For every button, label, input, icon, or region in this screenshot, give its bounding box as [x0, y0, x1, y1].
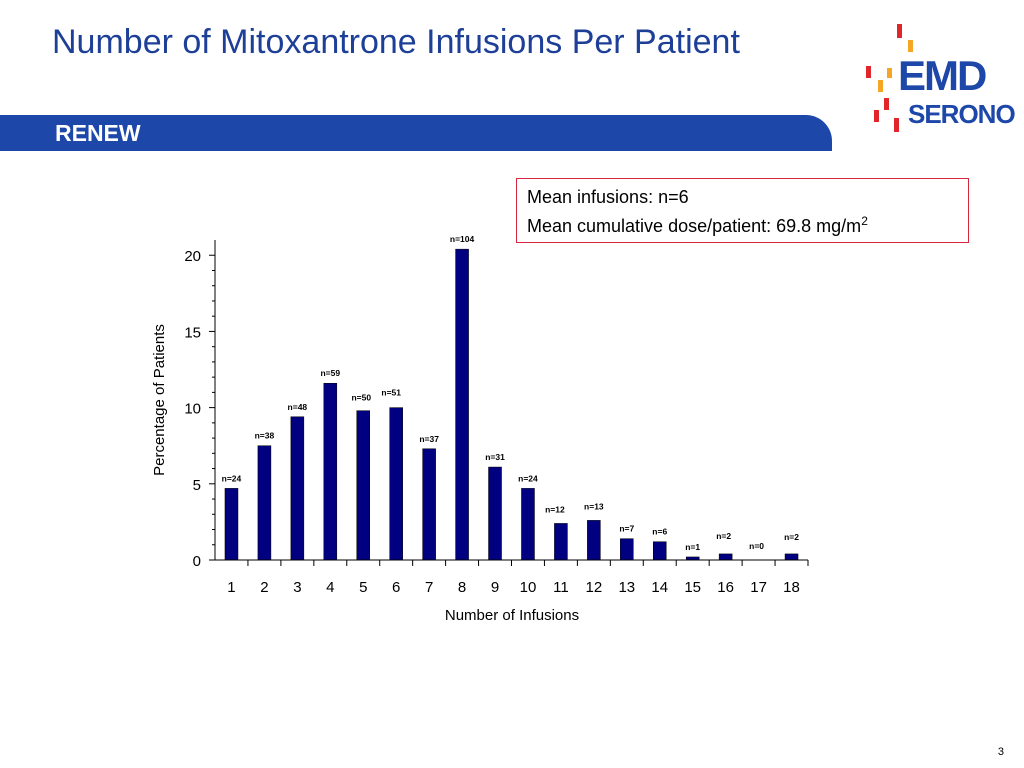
- bar-data-label: n=48: [288, 402, 308, 412]
- bar: [488, 466, 502, 561]
- logo-mark-icon: [866, 24, 913, 132]
- bar-data-label: n=59: [320, 368, 340, 378]
- x-tick-label: 10: [520, 579, 537, 596]
- bar-data-label: n=2: [784, 532, 799, 542]
- bar-labels-group: n=24 n=38 n=48 n=59 n=50 n=51 n=37 n=104 n=31 n=2…: [222, 234, 800, 552]
- bar-data-label: n=37: [419, 434, 439, 444]
- bar: [521, 488, 535, 561]
- bar-data-label: n=51: [381, 388, 401, 398]
- bar-data-label: n=0: [749, 541, 764, 551]
- bar-data-label: n=24: [518, 473, 538, 483]
- bar: [356, 410, 370, 561]
- bar: [784, 553, 799, 561]
- bar: [323, 382, 338, 561]
- x-tick-label: 17: [750, 579, 767, 596]
- y-tick-label: 0: [193, 553, 201, 570]
- x-tick-label: 3: [293, 579, 301, 596]
- x-axis-title: Number of Infusions: [445, 607, 579, 624]
- bar: [422, 448, 436, 561]
- x-tick-label: 8: [458, 579, 466, 596]
- mean-infusions-text: Mean infusions: n=6: [527, 187, 689, 207]
- x-tick-label: 9: [491, 579, 499, 596]
- emd-serono-logo: EMD SERONO: [860, 24, 1016, 136]
- y-tick-label: 15: [184, 324, 201, 341]
- bar: [554, 523, 568, 561]
- bars-group: [224, 248, 799, 561]
- x-tick-label: 6: [392, 579, 400, 596]
- x-tick-label: 12: [586, 579, 603, 596]
- bar-data-label: n=12: [545, 504, 565, 514]
- bar: [389, 407, 403, 561]
- x-tick-label: 4: [326, 579, 334, 596]
- mean-dose-text: Mean cumulative dose/patient: 69.8 mg/m2: [527, 209, 958, 238]
- bar-data-label: n=31: [485, 452, 505, 462]
- bar: [587, 520, 601, 561]
- x-tick-label: 14: [651, 579, 668, 596]
- y-axis-title: Percentage of Patients: [151, 324, 168, 476]
- x-tick-label: 5: [359, 579, 367, 596]
- y-tick-label: 10: [184, 401, 201, 418]
- x-tick-label: 18: [783, 579, 800, 596]
- bar: [455, 248, 469, 561]
- bar: [653, 541, 667, 561]
- x-tick-label: 16: [717, 579, 734, 596]
- bar-data-label: n=7: [619, 524, 634, 534]
- banner-label: RENEW: [55, 120, 141, 146]
- bar: [290, 416, 305, 561]
- mean-dose-value: Mean cumulative dose/patient: 69.8 mg/m: [527, 216, 862, 236]
- x-tick-label: 7: [425, 579, 433, 596]
- x-tick-label: 15: [684, 579, 701, 596]
- x-tick-label: 13: [618, 579, 635, 596]
- mean-dose-unit-superscript: 2: [861, 214, 868, 228]
- y-axis: 0 5 10 15 20: [184, 240, 216, 570]
- bar-data-label: n=38: [255, 431, 275, 441]
- bar-data-label: n=2: [716, 531, 731, 541]
- x-axis: 1 2 3 4 5 6 7 8 9 10 11 12 13 14 15 16 17 18: [215, 559, 809, 596]
- x-tick-label: 2: [260, 579, 268, 596]
- section-banner: RENEW: [0, 115, 832, 151]
- bar-data-label: n=50: [351, 393, 371, 403]
- bar-data-label: n=1: [685, 542, 700, 552]
- x-tick-label: 11: [553, 579, 569, 596]
- bar: [718, 553, 733, 561]
- logo-text-serono: SERONO: [908, 99, 1016, 129]
- summary-box: Mean infusions: n=6 Mean cumulative dose…: [516, 178, 969, 243]
- bar-data-label: n=24: [222, 473, 242, 483]
- y-tick-label: 20: [184, 248, 201, 265]
- bar-data-label: n=104: [450, 234, 475, 244]
- logo-text-emd: EMD: [898, 52, 987, 99]
- y-tick-label: 5: [193, 477, 201, 494]
- page-number: 3: [997, 746, 1004, 758]
- bar: [224, 488, 239, 561]
- slide-title: Number of Mitoxantrone Infusions Per Pat…: [52, 23, 740, 61]
- bar: [620, 538, 634, 561]
- x-tick-label: 1: [227, 579, 235, 596]
- bar-data-label: n=6: [652, 527, 667, 537]
- bar-data-label: n=13: [584, 501, 604, 511]
- bar: [257, 445, 272, 561]
